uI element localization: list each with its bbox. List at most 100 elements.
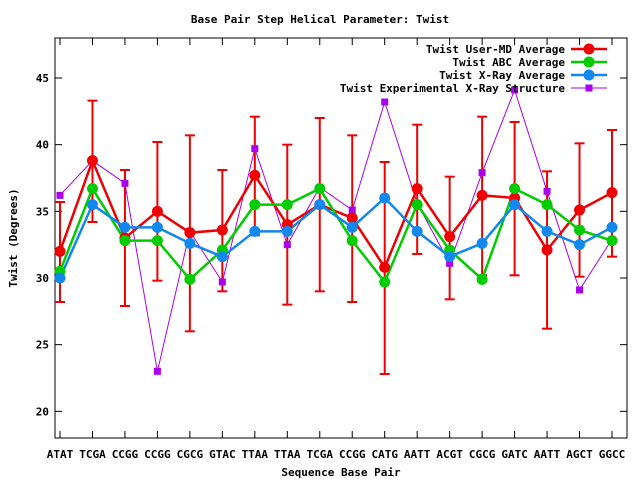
x-tick-label: ATAT — [47, 448, 74, 461]
x-tick-label: CATG — [371, 448, 398, 461]
y-tick-label: 25 — [36, 339, 49, 352]
series-point-2 — [314, 199, 326, 211]
x-axis: ATAT TCGA CCGG CCGG CGCG GTAC TTAA TTAA TCGA CCGG… — [47, 38, 626, 461]
series-point-0 — [541, 244, 553, 256]
series-point-0 — [379, 261, 391, 273]
series-point-1 — [249, 199, 261, 211]
series-point-2 — [346, 221, 358, 233]
y-tick-label: 30 — [36, 272, 49, 285]
series-point-3 — [543, 187, 551, 195]
series-point-1 — [509, 183, 521, 195]
series-line-3 — [59, 88, 613, 372]
series-point-1 — [411, 199, 423, 211]
error-bars — [55, 99, 617, 375]
legend-label: Twist X-Ray Average — [439, 69, 565, 82]
series-point-1 — [346, 235, 358, 247]
series-point-2 — [54, 272, 66, 284]
series-point-2 — [249, 225, 261, 237]
chart-title: Base Pair Step Helical Parameter: Twist — [191, 13, 449, 26]
series-point-2 — [151, 221, 163, 233]
y-axis-label: Twist (Degrees) — [7, 188, 20, 287]
series-point-2 — [86, 199, 98, 211]
series-point-0 — [411, 183, 423, 195]
series-point-1 — [606, 235, 618, 247]
series-point-0 — [444, 231, 456, 243]
series-lines — [58, 88, 613, 372]
series-point-2 — [574, 239, 586, 251]
series-point-0 — [606, 187, 618, 199]
series-point-1 — [574, 224, 586, 236]
series-point-2 — [379, 192, 391, 204]
series-point-0 — [151, 205, 163, 217]
series-point-2 — [216, 251, 228, 263]
x-tick-label: CCGG — [339, 448, 366, 461]
x-tick-label: TCGA — [307, 448, 334, 461]
series-point-0 — [249, 169, 261, 181]
x-tick-label: AATT — [534, 448, 561, 461]
legend-marker — [583, 43, 595, 55]
series-point-0 — [184, 227, 196, 239]
legend-marker — [585, 84, 593, 92]
legend-marker — [583, 69, 595, 81]
y-tick-label: 35 — [36, 205, 49, 218]
series-point-2 — [119, 221, 131, 233]
x-axis-label: Sequence Base Pair — [281, 466, 401, 479]
series-line-1 — [58, 185, 613, 285]
series-point-2 — [509, 199, 521, 211]
series-point-3 — [218, 278, 226, 286]
x-tick-label: TCGA — [79, 448, 106, 461]
x-tick-label: CGCG — [469, 448, 496, 461]
y-axis: 20 25 30 35 40 45 — [36, 72, 627, 418]
x-tick-label: TTAA — [274, 448, 301, 461]
legend-label: Twist ABC Average — [452, 56, 565, 69]
series-point-1 — [281, 199, 293, 211]
x-tick-label: GATC — [501, 448, 528, 461]
x-tick-label: ACGT — [436, 448, 463, 461]
series-point-3 — [121, 179, 129, 187]
series-markers — [54, 86, 618, 375]
legend-marker — [583, 56, 595, 68]
series-point-3 — [478, 169, 486, 177]
series-point-1 — [86, 183, 98, 195]
x-tick-label: GGCC — [599, 448, 626, 461]
series-point-2 — [411, 225, 423, 237]
series-point-3 — [511, 86, 519, 94]
x-tick-label: CCGG — [144, 448, 171, 461]
series-point-3 — [251, 145, 259, 153]
series-point-0 — [346, 212, 358, 224]
y-tick-label: 40 — [36, 139, 49, 152]
series-line-0 — [58, 157, 613, 270]
series-point-2 — [184, 237, 196, 249]
series-point-1 — [119, 235, 131, 247]
series-point-3 — [446, 259, 454, 267]
series-point-1 — [379, 276, 391, 288]
y-tick-label: 20 — [36, 405, 49, 418]
series-point-3 — [283, 241, 291, 249]
x-tick-label: AATT — [404, 448, 431, 461]
y-tick-label: 45 — [36, 72, 49, 85]
series-point-3 — [153, 367, 161, 375]
series-point-0 — [476, 189, 488, 201]
series-point-3 — [348, 206, 356, 214]
series-point-1 — [314, 183, 326, 195]
series-point-2 — [476, 237, 488, 249]
series-point-1 — [476, 273, 488, 285]
series-point-0 — [216, 224, 228, 236]
series-point-1 — [184, 273, 196, 285]
series-point-3 — [56, 191, 64, 199]
series-point-3 — [381, 98, 389, 106]
x-tick-label: TTAA — [242, 448, 269, 461]
series-point-1 — [541, 199, 553, 211]
series-point-2 — [444, 251, 456, 263]
series-point-1 — [151, 235, 163, 247]
legend-label: Twist User-MD Average — [426, 43, 565, 56]
series-point-2 — [606, 221, 618, 233]
x-tick-label: CGCG — [177, 448, 204, 461]
series-point-0 — [574, 204, 586, 216]
series-point-2 — [541, 225, 553, 237]
x-tick-label: AGCT — [566, 448, 593, 461]
x-tick-label: CCGG — [112, 448, 139, 461]
series-point-3 — [576, 286, 584, 294]
series-point-0 — [54, 245, 66, 257]
plot-frame — [54, 37, 628, 439]
